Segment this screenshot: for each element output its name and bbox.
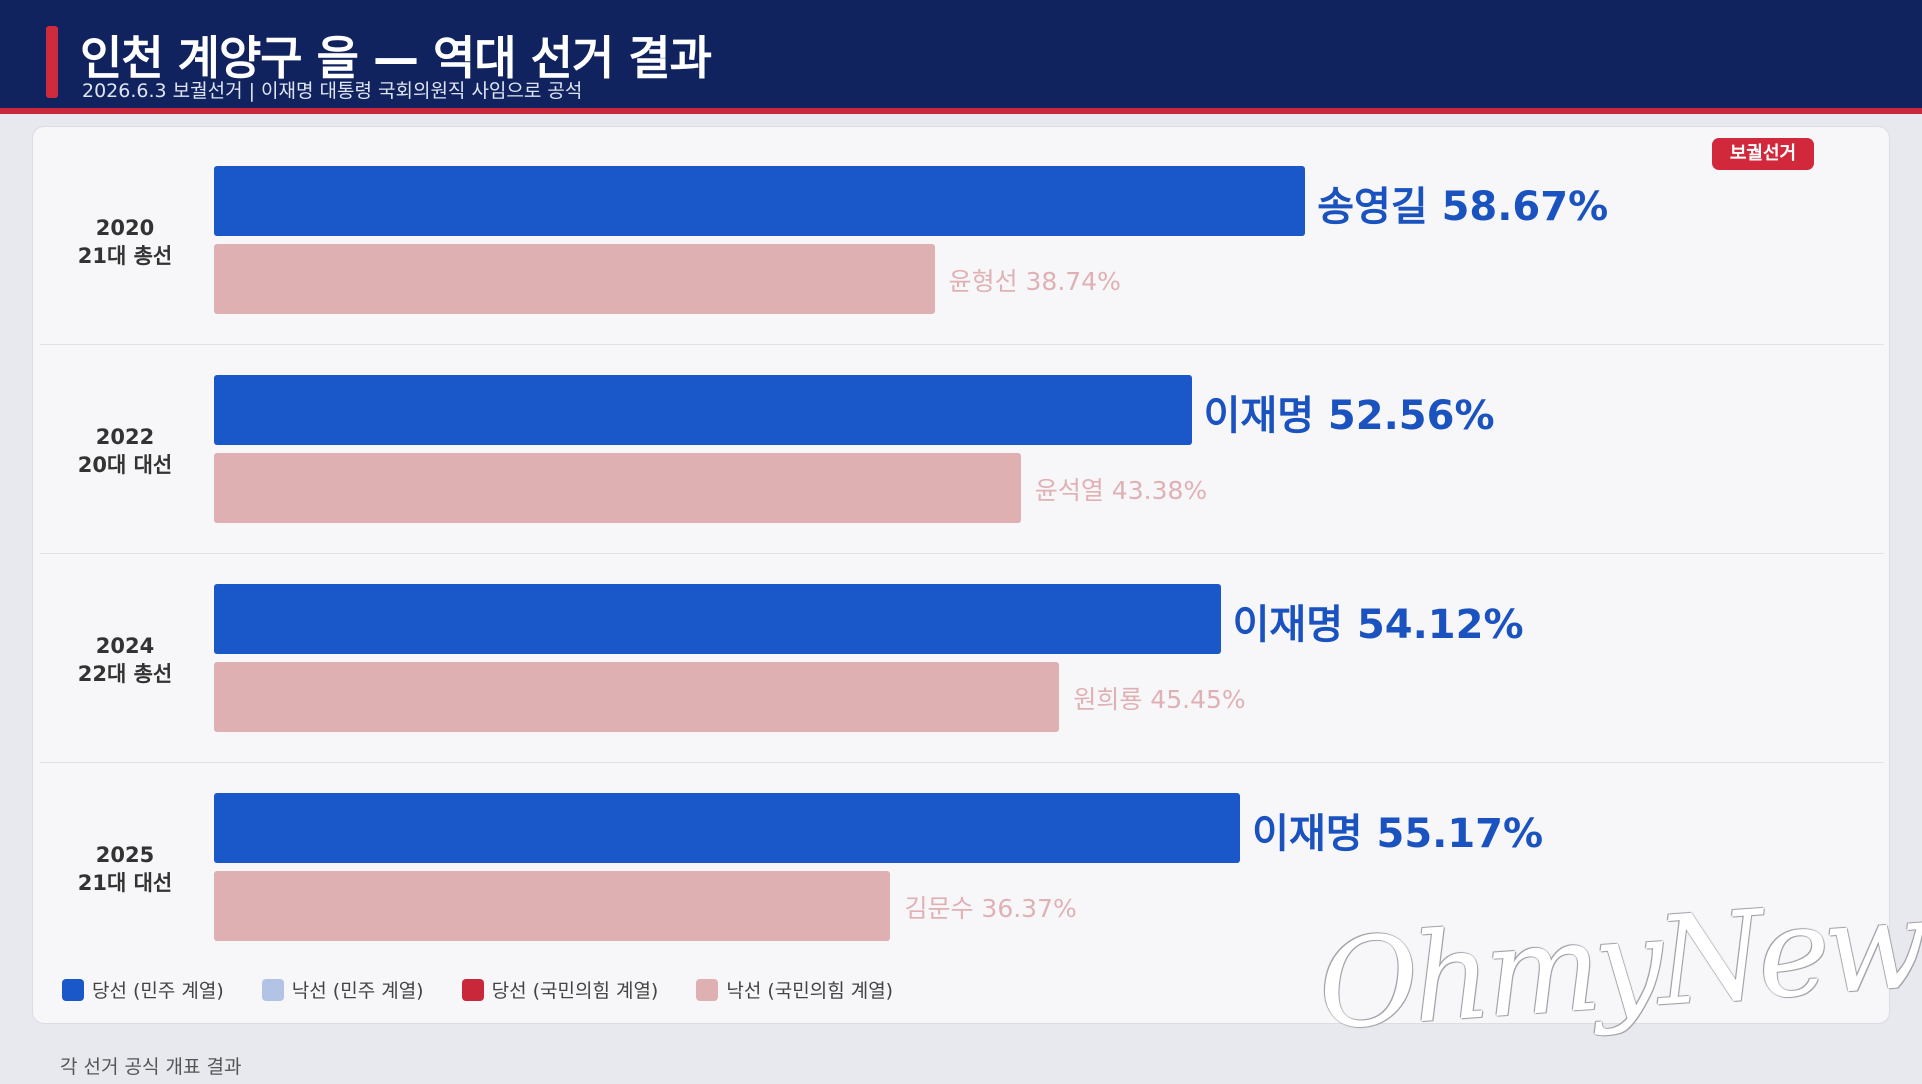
loser-bar [214, 453, 1021, 523]
election-label: 2020 21대 총선 [77, 216, 173, 268]
legend-item: 당선 (민주 계열) [62, 976, 224, 1003]
winner-bar [214, 793, 1241, 863]
loser-bar [214, 871, 891, 941]
winner-value-label: 이재명 55.17% [1252, 811, 1544, 857]
winner-bar [214, 166, 1306, 236]
source-note: 각 선거 공식 개표 결과 [60, 1056, 242, 1078]
loser-value-label: 원희룡 45.45% [1073, 685, 1246, 714]
loser-value-label: 윤형선 38.74% [948, 267, 1121, 296]
winner-bar [214, 375, 1192, 445]
legend-label: 낙선 (민주 계열) [291, 980, 424, 1002]
row-divider [40, 762, 1884, 763]
row-divider [40, 553, 1884, 554]
chart-legend: 당선 (민주 계열) 낙선 (민주 계열) 당선 (국민의힘 계열) 낙선 (국… [62, 976, 893, 1003]
election-label: 2025 21대 대선 [77, 843, 173, 895]
row-divider [40, 344, 1884, 345]
loser-value-label: 김문수 36.37% [904, 894, 1077, 923]
page-title: 인천 계양구 을 — 역대 선거 결과 [80, 31, 712, 85]
header-banner: 인천 계양구 을 — 역대 선거 결과 2026.6.3 보궐선거 | 이재명 … [0, 0, 1922, 114]
by-election-badge: 보궐선거 [1712, 138, 1814, 170]
legend-swatch [461, 978, 484, 1001]
legend-label: 낙선 (국민의힘 계열) [726, 980, 894, 1002]
legend-swatch [261, 978, 284, 1001]
legend-label: 당선 (민주 계열) [92, 980, 224, 1002]
legend-swatch [62, 978, 84, 1001]
winner-value-label: 이재명 54.12% [1232, 602, 1524, 648]
loser-bar [214, 662, 1060, 732]
legend-item: 낙선 (국민의힘 계열) [696, 976, 893, 1003]
header-accent-bar [46, 26, 58, 98]
loser-bar [214, 244, 935, 314]
legend-label: 당선 (국민의힘 계열) [491, 980, 659, 1002]
loser-value-label: 윤석열 43.38% [1034, 476, 1208, 505]
winner-value-label: 이재명 52.56% [1203, 393, 1495, 439]
winner-bar [214, 584, 1221, 654]
legend-swatch [696, 978, 719, 1001]
election-label: 2022 20대 대선 [77, 425, 173, 477]
election-label: 2024 22대 총선 [77, 634, 173, 686]
legend-item: 낙선 (민주 계열) [261, 976, 424, 1003]
winner-value-label: 송영길 58.67% [1317, 184, 1609, 230]
legend-item: 당선 (국민의힘 계열) [461, 976, 659, 1003]
page-subtitle: 2026.6.3 보궐선거 | 이재명 대통령 국회의원직 사임으로 공석 [82, 80, 583, 102]
